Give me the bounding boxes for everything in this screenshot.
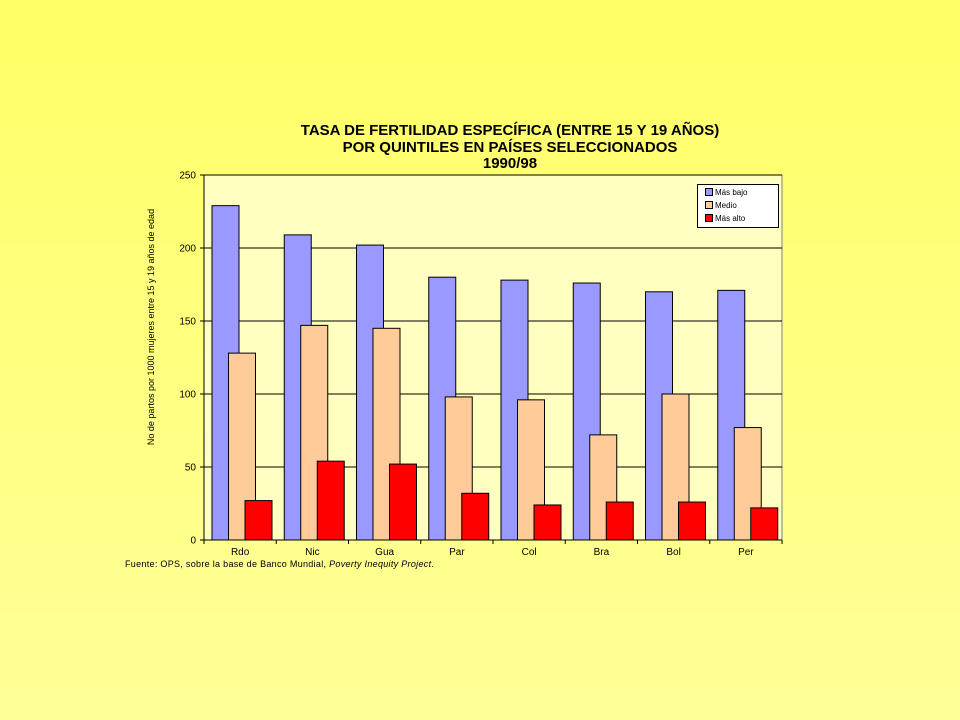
bar-m-s-alto-per — [750, 507, 779, 541]
source-prefix: Fuente: OPS, sobre la base de Banco Mund… — [125, 559, 330, 569]
y-tick-label: 50 — [185, 463, 197, 474]
source-note: Fuente: OPS, sobre la base de Banco Mund… — [125, 559, 434, 569]
y-tick-label: 0 — [190, 536, 196, 547]
legend-label-mas-alto: Más alto — [715, 214, 746, 223]
x-tick-label-rdo: Rdo — [231, 547, 250, 558]
x-tick-label-col: Col — [522, 547, 537, 558]
y-tick-label: 200 — [179, 244, 196, 255]
bar-m-s-alto-col — [533, 504, 562, 541]
bar-m-s-alto-bra — [605, 501, 634, 541]
chart-title-line-2: POR QUINTILES EN PAÍSES SELECCIONADOS — [342, 139, 678, 156]
y-tick-label: 100 — [179, 390, 196, 401]
bar-medio-gua — [372, 327, 401, 541]
x-tick-label-per: Per — [738, 547, 754, 558]
x-tick-label-par: Par — [449, 547, 465, 558]
x-tick-label-gua: Gua — [375, 547, 394, 558]
legend-label-mas-bajo: Más bajo — [715, 188, 748, 197]
chart-title-line-3: 1990/98 — [482, 155, 538, 172]
legend-item-medio: Medio — [705, 200, 737, 211]
bar-m-s-alto-rdo — [244, 500, 273, 541]
bar-m-s-alto-gua — [389, 463, 417, 541]
legend-swatch-medio — [705, 200, 713, 209]
bar-m-s-bajo-bra — [572, 282, 601, 541]
legend-swatch-mas-bajo — [705, 187, 713, 196]
source-italic: Poverty Inequity Project — [329, 559, 432, 569]
y-tick-label: 250 — [179, 171, 196, 182]
x-tick-label-nic: Nic — [305, 547, 319, 558]
bar-m-s-alto-bol — [678, 501, 706, 541]
legend-item-mas-alto: Más alto — [705, 213, 746, 224]
source-suffix: . — [431, 559, 435, 569]
legend-label-medio: Medio — [715, 201, 737, 210]
chart-title-line-1: TASA DE FERTILIDAD ESPECÍFICA (ENTRE 15 … — [300, 122, 720, 139]
y-tick-label: 150 — [179, 317, 196, 328]
x-tick-label-bra: Bra — [594, 547, 610, 558]
legend-swatch-mas-alto — [705, 213, 713, 222]
x-tick-label-bol: Bol — [666, 547, 680, 558]
bar-medio-per — [733, 427, 762, 541]
legend-item-mas-bajo: Más bajo — [705, 187, 748, 198]
bar-m-s-alto-nic — [316, 460, 345, 541]
bar-m-s-alto-par — [461, 492, 490, 541]
chart-legend: Más bajo Medio Más alto — [697, 184, 779, 228]
